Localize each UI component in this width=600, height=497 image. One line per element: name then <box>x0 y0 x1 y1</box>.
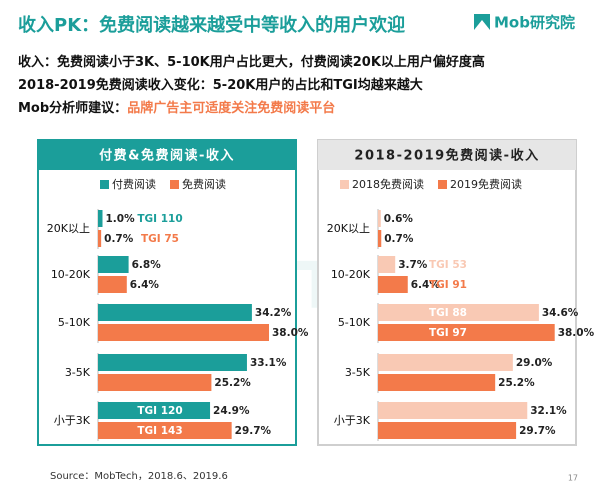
summary-line: Mob分析师建议：品牌广告主可适度关注免费阅读平台 <box>18 100 335 116</box>
bar <box>98 230 102 247</box>
bar <box>98 374 212 391</box>
summary-text: 品牌广告主可适度关注免费阅读平台 <box>127 100 335 116</box>
legend-swatch <box>100 180 109 189</box>
panel-header <box>318 140 576 170</box>
tgi-label: TGI 143 <box>137 425 182 437</box>
value-label: 24.9% <box>213 405 250 417</box>
legend-label: 付费阅读 <box>112 177 156 191</box>
bar <box>378 210 381 227</box>
tgi-label: TGI 88 <box>429 307 467 319</box>
category-label: 5-10K <box>58 316 91 329</box>
chart-title: 2018-2019免费阅读-收入 <box>354 148 539 164</box>
legend-swatch <box>170 180 179 189</box>
category-label: 3-5K <box>345 366 371 379</box>
category-label: 20K以上 <box>327 222 370 235</box>
summary-label: Mob分析师建议： <box>18 100 127 116</box>
tgi-label: TGI 97 <box>429 327 467 339</box>
tgi-label: TGI 53 <box>429 259 467 271</box>
bar <box>378 374 496 391</box>
value-label: 38.0% <box>272 327 309 339</box>
category-label: 5-10K <box>338 316 371 329</box>
bar <box>98 210 103 227</box>
bar <box>98 354 247 371</box>
tgi-label: TGI 120 <box>137 405 182 417</box>
value-label: 32.1% <box>530 405 567 417</box>
value-label: 25.2% <box>498 377 535 389</box>
tgi-label: TGI 110 <box>137 213 182 225</box>
value-label: 29.0% <box>516 357 553 369</box>
value-label: 38.0% <box>558 327 595 339</box>
value-label: 6.8% <box>132 259 162 271</box>
value-label: 34.2% <box>255 307 292 319</box>
tgi-label: TGI 75 <box>141 233 179 245</box>
category-label: 20K以上 <box>47 222 90 235</box>
bar <box>98 402 211 419</box>
bar <box>98 256 129 273</box>
bar <box>378 402 528 419</box>
value-label: 0.7% <box>384 233 414 245</box>
panel-header <box>38 140 296 170</box>
category-label: 10-20K <box>51 268 91 281</box>
value-label: 34.6% <box>542 307 579 319</box>
value-label: 0.7% <box>104 233 134 245</box>
summary-line: 2018-2019免费阅读收入变化：5-20K用户的占比和TGI均越来越大 <box>18 77 423 93</box>
logo: Mob研究院 <box>494 14 575 32</box>
value-label: 0.6% <box>384 213 414 225</box>
bar <box>378 276 408 293</box>
category-label: 小于3K <box>334 414 371 427</box>
bar <box>98 304 252 321</box>
legend-swatch <box>438 180 447 189</box>
source: Source：MobTech，2018.6、2019.6 <box>50 471 228 482</box>
summary-text: 免费阅读小于3K、5-10K用户占比更大，付费阅读20K以上用户偏好度高 <box>57 54 485 70</box>
legend-label: 2019免费阅读 <box>450 177 522 191</box>
page-number: 17 <box>568 474 578 483</box>
summary-text: 5-20K用户的占比和TGI均越来越大 <box>213 77 423 93</box>
bar <box>378 324 555 341</box>
bar <box>98 276 127 293</box>
value-label: 3.7% <box>398 259 428 271</box>
value-label: 6.4% <box>411 279 441 291</box>
bar <box>378 422 517 439</box>
bar <box>98 422 232 439</box>
chart-title: 付费&免费阅读-收入 <box>99 148 235 164</box>
slide-title: 收入PK：免费阅读越来越受中等收入的用户欢迎 <box>18 14 405 36</box>
bar <box>98 324 269 341</box>
bar <box>378 354 513 371</box>
summary-label: 收入： <box>18 54 57 70</box>
bar <box>378 230 382 247</box>
summary-label: 2018-2019免费阅读收入变化： <box>18 77 213 93</box>
value-label: 33.1% <box>250 357 287 369</box>
value-label: 25.2% <box>214 377 251 389</box>
bar <box>378 304 539 321</box>
tgi-label: TGI 91 <box>429 279 467 291</box>
category-label: 小于3K <box>54 414 91 427</box>
bar <box>378 256 396 273</box>
panel <box>37 139 297 446</box>
legend-swatch <box>340 180 349 189</box>
legend-label: 2018免费阅读 <box>352 177 424 191</box>
category-label: 10-20K <box>331 268 371 281</box>
legend-label: 免费阅读 <box>182 177 226 191</box>
value-label: 6.4% <box>130 279 160 291</box>
logo-icon-cut <box>474 20 490 30</box>
value-label: 1.0% <box>106 213 136 225</box>
value-label: 29.7% <box>519 425 556 437</box>
panel <box>317 139 577 446</box>
summary-line: 收入：免费阅读小于3K、5-10K用户占比更大，付费阅读20K以上用户偏好度高 <box>18 54 485 70</box>
category-label: 3-5K <box>65 366 91 379</box>
value-label: 29.7% <box>235 425 272 437</box>
